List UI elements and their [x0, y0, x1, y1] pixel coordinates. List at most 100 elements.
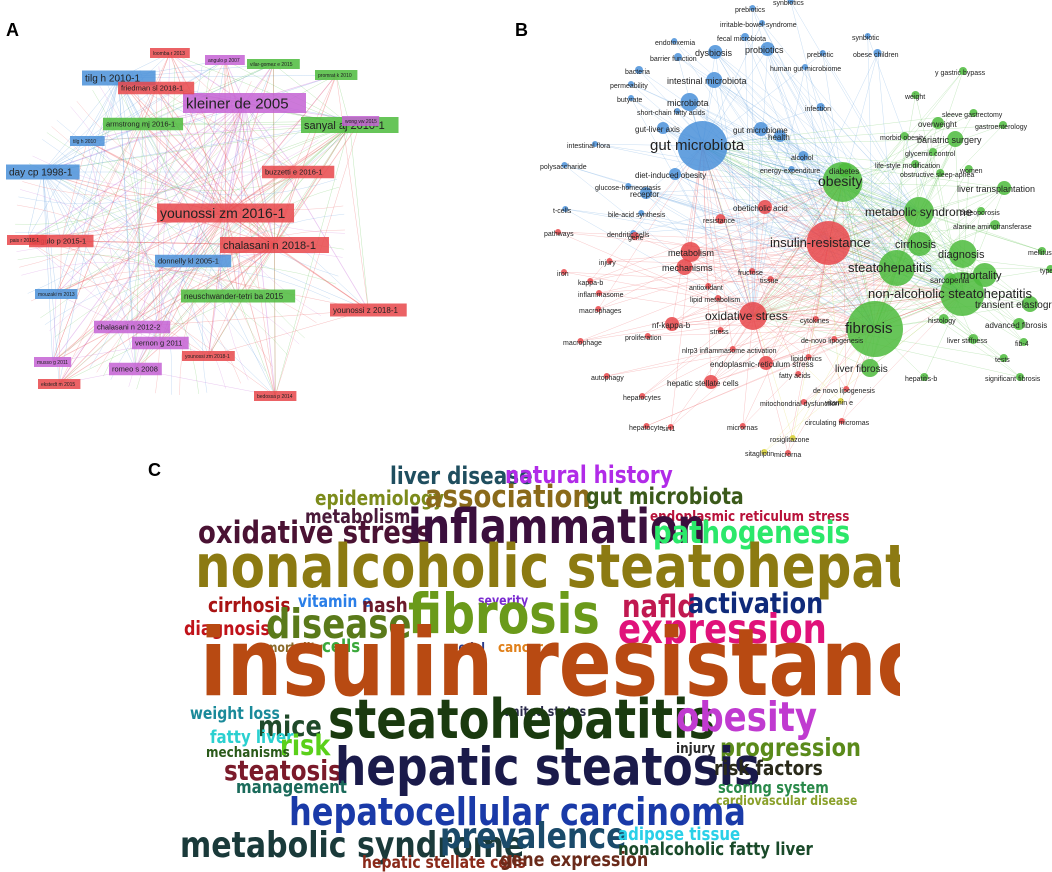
network-b-edge [752, 253, 963, 317]
word-cloud-word-hepatic-steatosis: hepatic steatosis [335, 737, 760, 798]
network-a-node-label: vilar-gomez e 2015 [250, 62, 293, 68]
network-b-edge [896, 122, 939, 269]
network-a-edge [56, 171, 299, 295]
network-b-term-label: obese children [853, 52, 899, 59]
network-b-term-label: metabolic syndrome [865, 205, 973, 219]
network-b-term-label: transient elastography [975, 300, 1052, 311]
network-b-edge [689, 101, 843, 183]
network-a-node-label: musso g 2011 [37, 360, 68, 366]
network-b-edge [702, 145, 1043, 252]
network-a-node-box [342, 116, 380, 126]
network-b-term-label: significant fibrosis [985, 376, 1041, 383]
network-b-edge [702, 145, 876, 330]
network-a-edge [131, 244, 275, 328]
network-a-node-box [132, 336, 189, 350]
network-b-term-label: intestinal flora [567, 143, 610, 150]
network-a-edge [208, 309, 369, 357]
network-a-edge [225, 212, 369, 311]
network-a-edge [219, 95, 276, 381]
network-b-edge [742, 242, 829, 427]
network-b-node-sirt1 [667, 424, 674, 430]
network-b-edge [752, 187, 1005, 317]
network-b-edge [752, 267, 897, 317]
panel-a-letter: A [6, 20, 19, 40]
network-b-edge [764, 206, 963, 295]
network-a-edge [42, 171, 53, 363]
word-cloud-word-obesity: obesity [676, 693, 817, 741]
network-b-edge [609, 242, 829, 262]
network-b-edge [702, 145, 897, 269]
word-cloud-word-liver-disease: liver disease [390, 462, 533, 490]
network-a-node-box [330, 303, 407, 317]
network-b-term-label: short-chain fatty acids [637, 110, 706, 117]
network-a-edge [26, 239, 209, 357]
network-a-edge [142, 123, 275, 246]
network-b-edge [715, 51, 829, 244]
network-b-edge [670, 211, 920, 428]
network-b-edge [702, 145, 799, 375]
network-b-term-label: rosiglitazone [770, 437, 809, 444]
network-b-edge [677, 56, 843, 183]
network-a-edge [237, 295, 276, 397]
network-b-term-label: barrier function [650, 56, 697, 63]
network-a-edge [274, 120, 361, 246]
network-b-edge [842, 181, 963, 295]
network-a-nodes: kleiner de 2005 younossi zm 2016-1 chalasa… [6, 48, 407, 401]
network-a-edge [55, 77, 120, 295]
network-b-edge [874, 94, 916, 330]
network-b-term-label: lipid metabolism [690, 297, 740, 304]
network-a-node-tilg-h-2010: tilg h 2010 [70, 136, 105, 146]
network-b-edge [752, 224, 996, 317]
network-b-edge [563, 271, 963, 295]
word-cloud-word-cancer: cancer [498, 640, 543, 656]
keyword-network: gut microbiota insulin-resistance fibrosis… [505, 0, 1052, 470]
network-b-node-glucose-homeostasis [625, 183, 632, 189]
network-b-term-label: energy-expenditure [760, 168, 820, 175]
network-a-node-label: armstrong mj 2016-1 [106, 120, 175, 129]
network-a-edge [139, 69, 339, 277]
network-b-node-prebiotics [749, 5, 756, 11]
network-a-edge [274, 244, 276, 397]
network-a-edge [67, 72, 147, 352]
network-b-term-label: weight [904, 94, 925, 101]
network-a-edge [349, 124, 369, 311]
network-b-edge [896, 267, 1051, 270]
network-b-edge [842, 138, 956, 183]
network-a-edge [225, 212, 239, 297]
network-b-term-label: liver stiffness [947, 338, 988, 345]
network-b-term-label: fecal microbiota [717, 36, 766, 43]
word-cloud-word-hepatocellular-carcinoma: hepatocellular carcinoma [289, 790, 746, 835]
network-b-edge [765, 242, 829, 364]
network-b-edge [642, 315, 754, 397]
word-cloud-word-risk-factors: risk factors [714, 758, 823, 781]
network-b-edge [752, 66, 806, 317]
network-a-node-box [183, 93, 306, 113]
network-b-term-label: sarcopenia [930, 276, 970, 285]
network-b-node-vitamin-e [837, 398, 844, 404]
network-b-edge [598, 267, 897, 294]
network-b-node-osteoporosis [977, 207, 985, 215]
network-b-node-microrna [785, 450, 791, 456]
word-cloud-word-adipose-tissue: adipose tissue [618, 824, 740, 845]
network-a-edge [244, 102, 299, 173]
network-a-node-label: ekstedt m 2015 [41, 382, 75, 388]
network-b-edge [647, 293, 963, 337]
network-a-node-box [94, 320, 171, 334]
network-b-term-label: liver transplantation [957, 184, 1035, 194]
word-cloud-word-diagnosis: diagnosis [184, 619, 270, 641]
network-b-node-weight [911, 91, 920, 99]
network-a-edge [58, 212, 226, 385]
network-b-term-label: resistance [703, 218, 735, 225]
network-a-node-box [118, 81, 195, 95]
network-a-edge [274, 120, 361, 397]
network-b-edge [720, 181, 843, 331]
network-b-edge [684, 211, 920, 268]
network-a-edge [42, 102, 245, 173]
network-b-term-label: gene [628, 235, 644, 242]
word-cloud-word-endoplasmic-reticulum-stress: endoplasmic reticulum stress [650, 509, 850, 525]
network-a-node-box [220, 237, 329, 253]
network-a-edge [42, 87, 157, 173]
network-b-edge [767, 48, 876, 330]
network-b-term-label: women [959, 168, 983, 175]
network-b-edge [767, 48, 963, 295]
